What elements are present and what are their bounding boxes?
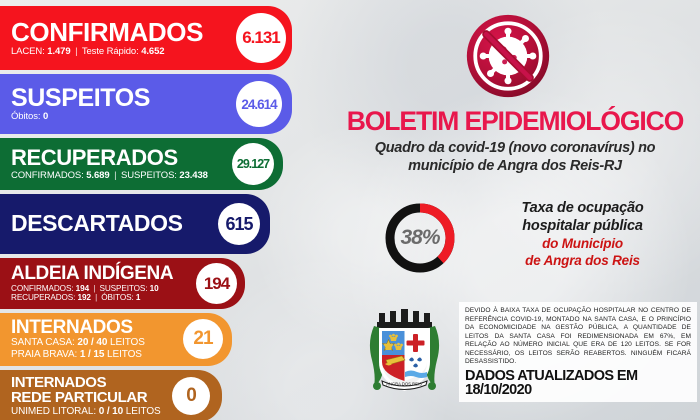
stat-text-suspeitos: SUSPEITOS Óbitos: 0 bbox=[11, 83, 236, 123]
donut-filled-arc bbox=[385, 203, 455, 273]
occupancy-caption-line1: Taxa de ocupação bbox=[521, 200, 644, 216]
page-title: BOLETIM EPIDEMIOLÓGICO bbox=[346, 106, 685, 136]
stat-value-internados: 21 bbox=[183, 319, 223, 360]
stat-text-aldeia-indigena: ALDEIA INDÍGENA CONFIRMADOS: 194 | SUSPE… bbox=[11, 264, 196, 303]
hospital-occupancy-donut-chart: 38% bbox=[381, 199, 459, 277]
page-subtitle-line1: Quadro da covid-19 (novo coronavírus) no bbox=[374, 140, 656, 156]
no-coronavirus-icon bbox=[466, 14, 550, 98]
occupancy-caption: Taxa de ocupação hospitalar pública do M… bbox=[470, 200, 695, 269]
disclaimer-note-text: DEVIDO À BAIXA TAXA DE OCUPAÇÃO HOSPITAL… bbox=[465, 307, 691, 366]
stat-sub-suspeitos: Óbitos: 0 bbox=[11, 111, 49, 123]
stat-bar-internados-rede-particular: INTERNADOS REDE PARTICULAR UNIMED LITORA… bbox=[0, 369, 222, 420]
divider: | bbox=[95, 293, 98, 303]
stat-sub-confirmados: LACEN: 1.479 | Teste Rápido: 4.652 bbox=[11, 45, 165, 57]
stat-text-recuperados: RECUPERADOS CONFIRMADOS: 5.689 | SUSPEIT… bbox=[11, 145, 232, 181]
stat-bar-aldeia-indigena: ALDEIA INDÍGENA CONFIRMADOS: 194 | SUSPE… bbox=[0, 258, 245, 309]
page-subtitle-line2: município de Angra dos Reis-RJ bbox=[408, 157, 622, 174]
stat-value-confirmados: 6.131 bbox=[236, 13, 286, 63]
stat-value-descartados: 615 bbox=[218, 203, 260, 245]
stat-label-internados: INTERNADOS bbox=[11, 317, 133, 338]
stat-sub-aldeia-line2: RECUPERADOS: 192 | ÓBITOS: 1 bbox=[11, 293, 141, 303]
stat-value-recuperados: 29.127 bbox=[232, 143, 274, 185]
divider: | bbox=[114, 169, 117, 181]
page-subtitle: Quadro da covid-19 (novo coronavírus) no… bbox=[350, 140, 680, 175]
occupancy-percent-label: 38% bbox=[400, 226, 440, 249]
occupancy-caption-line2: hospitalar pública bbox=[522, 217, 643, 234]
stat-value-suspeitos: 24.614 bbox=[236, 81, 282, 127]
stat-text-descartados: DESCARTADOS bbox=[11, 210, 218, 237]
stat-sub-rede-particular: UNIMED LITORAL: 0 / 10 LEITOS bbox=[11, 405, 161, 417]
stat-text-internados: INTERNADOS SANTA CASA: 20 / 40 LEITOS PR… bbox=[11, 318, 183, 361]
stat-bar-internados: INTERNADOS SANTA CASA: 20 / 40 LEITOS PR… bbox=[0, 313, 232, 366]
stat-bar-confirmados: CONFIRMADOS LACEN: 1.479 | Teste Rápido:… bbox=[0, 6, 292, 70]
stat-text-rede-particular: INTERNADOS REDE PARTICULAR UNIMED LITORA… bbox=[11, 375, 172, 417]
donut-svg bbox=[385, 203, 455, 273]
divider: | bbox=[75, 45, 78, 57]
stat-text-confirmados: CONFIRMADOS LACEN: 1.479 | Teste Rápido:… bbox=[11, 19, 236, 57]
stat-label-recuperados: RECUPERADOS bbox=[11, 145, 178, 171]
stat-label-rede-particular-line2: REDE PARTICULAR bbox=[11, 389, 148, 407]
stat-sub-recuperados: CONFIRMADOS: 5.689 | SUSPEITOS: 23.438 bbox=[11, 169, 208, 181]
stat-label-aldeia-indigena: ALDEIA INDÍGENA bbox=[11, 263, 174, 285]
occupancy-caption-line3: do Município bbox=[542, 235, 623, 251]
stat-value-aldeia-indigena: 194 bbox=[196, 263, 237, 304]
occupancy-caption-line4: de Angra dos Reis bbox=[525, 252, 640, 268]
last-updated-date: DADOS ATUALIZADOS EM 18/10/2020 bbox=[465, 367, 638, 399]
angra-dos-reis-coat-of-arms-icon: ANGRA DOS REIS bbox=[369, 309, 440, 391]
stat-bar-descartados: DESCARTADOS 615 bbox=[0, 194, 270, 254]
stat-label-confirmados: CONFIRMADOS bbox=[11, 17, 204, 48]
svg-text:ANGRA DOS REIS: ANGRA DOS REIS bbox=[386, 382, 422, 387]
stat-label-suspeitos: SUSPEITOS bbox=[11, 83, 151, 112]
stat-value-rede-particular: 0 bbox=[172, 377, 210, 416]
stat-sub-aldeia-line1: CONFIRMADOS: 194 | SUSPEITOS: 10 bbox=[11, 283, 159, 293]
disclaimer-note-box: DEVIDO À BAIXA TAXA DE OCUPAÇÃO HOSPITAL… bbox=[459, 302, 697, 402]
stat-sub-internados-santa-casa: SANTA CASA: 20 / 40 LEITOS bbox=[11, 337, 145, 349]
stat-bar-recuperados: RECUPERADOS CONFIRMADOS: 5.689 | SUSPEIT… bbox=[0, 138, 283, 190]
stat-label-rede-particular-line1: INTERNADOS bbox=[11, 373, 107, 391]
stat-bar-suspeitos: SUSPEITOS Óbitos: 0 24.614 bbox=[0, 74, 292, 134]
stat-sub-internados-praia-brava: PRAIA BRAVA: 1 / 15 LEITOS bbox=[11, 349, 142, 361]
divider: | bbox=[93, 283, 96, 293]
statistics-bar-list: CONFIRMADOS LACEN: 1.479 | Teste Rápido:… bbox=[0, 6, 330, 420]
stat-label-descartados: DESCARTADOS bbox=[11, 210, 183, 237]
